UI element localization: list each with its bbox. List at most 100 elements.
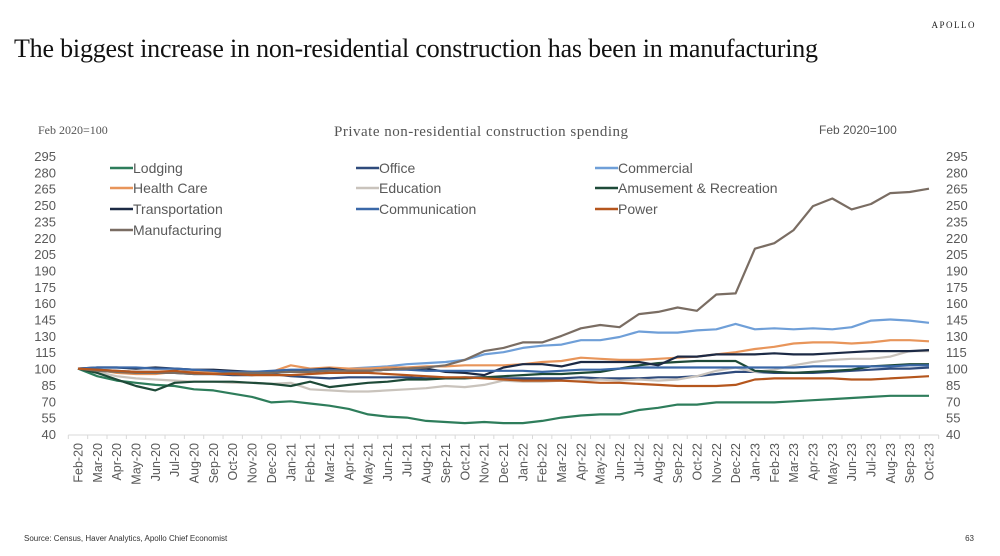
y-tick-left: 205: [34, 247, 56, 262]
x-tick-label: Apr-23: [806, 443, 820, 481]
y-tick-left: 145: [34, 313, 56, 328]
x-tick-label: Sep-21: [439, 443, 453, 483]
x-tick-label: Nov-20: [246, 443, 260, 483]
chart-title: Private non-residential construction spe…: [334, 124, 629, 140]
y-tick-right: 55: [946, 411, 960, 426]
x-tick-label: Dec-21: [497, 443, 511, 483]
y-tick-left: 175: [34, 280, 56, 295]
x-tick-label: Dec-22: [729, 443, 743, 483]
y-tick-right: 220: [946, 231, 968, 246]
x-tick-label: Jun-20: [149, 443, 163, 481]
x-tick-label: Feb-23: [768, 443, 782, 483]
y-tick-left: 280: [34, 165, 56, 180]
y-tick-left: 220: [34, 231, 56, 246]
y-axis-label-right: Feb 2020=100: [819, 123, 897, 137]
x-tick-label: Jan-21: [284, 443, 298, 481]
y-tick-right: 190: [946, 263, 968, 278]
x-tick-label: Feb-20: [72, 443, 86, 483]
x-tick-label: May-23: [826, 443, 840, 485]
x-tick-label: Aug-20: [188, 443, 202, 483]
x-tick-label: Jun-21: [381, 443, 395, 481]
x-tick-label: Apr-21: [342, 443, 356, 481]
x-tick-label: Oct-23: [923, 443, 937, 481]
x-tick-label: May-21: [362, 443, 376, 485]
x-tick-label: Mar-21: [323, 443, 337, 483]
x-tick-label: Jul-21: [400, 443, 414, 477]
y-tick-right: 265: [946, 182, 968, 197]
headline: The biggest increase in non-residential …: [14, 34, 818, 63]
x-tick-label: May-22: [594, 443, 608, 485]
x-tick-label: Sep-22: [671, 443, 685, 483]
series-line-power: [77, 367, 930, 388]
y-tick-left: 235: [34, 214, 56, 229]
y-tick-right: 100: [946, 362, 968, 377]
x-tick-label: Feb-22: [536, 443, 550, 483]
y-tick-left: 115: [35, 345, 56, 360]
y-tick-right: 145: [946, 313, 968, 328]
y-tick-right: 295: [946, 149, 968, 164]
y-tick-right: 115: [946, 345, 967, 360]
x-tick-label: May-20: [130, 443, 144, 485]
legend-label-power: Power: [618, 201, 658, 217]
y-tick-right: 160: [946, 296, 968, 311]
x-tick-label: Jan-22: [516, 443, 530, 481]
y-tick-right: 70: [946, 394, 960, 409]
y-tick-right: 175: [946, 280, 968, 295]
x-tick-label: Dec-20: [265, 443, 279, 483]
series-line-communication: [77, 364, 929, 373]
y-tick-right: 250: [946, 198, 968, 213]
y-tick-right: 85: [946, 378, 960, 393]
y-tick-right: 280: [946, 165, 968, 180]
legend-label-education: Education: [379, 180, 441, 196]
x-tick-label: Mar-22: [555, 443, 569, 483]
x-tick-label: Jul-20: [168, 443, 182, 477]
y-tick-right: 235: [946, 214, 968, 229]
x-tick-label: Jun-23: [845, 443, 859, 481]
y-tick-left: 100: [34, 362, 56, 377]
x-tick-label: Jul-23: [864, 443, 878, 477]
x-tick-label: Jun-22: [613, 443, 627, 481]
x-tick-label: Mar-23: [787, 443, 801, 483]
x-tick-label: Sep-20: [207, 443, 221, 483]
x-tick-label: Apr-20: [110, 443, 124, 481]
legend: Lodging Health Care Transportation Manufact…: [110, 160, 778, 238]
x-tick-label: Jul-22: [632, 443, 646, 477]
y-tick-left: 40: [42, 427, 56, 442]
x-tick-label: Aug-23: [884, 443, 898, 483]
series-line-amusement-recreation: [77, 359, 929, 392]
y-tick-left: 295: [34, 149, 56, 164]
y-tick-left: 190: [34, 263, 56, 278]
x-tick-label: Feb-21: [304, 443, 318, 483]
x-tick-label: Jan-23: [748, 443, 762, 481]
y-tick-right: 40: [946, 427, 960, 442]
legend-label-health-care: Health Care: [133, 180, 208, 196]
page-number: 63: [965, 534, 974, 543]
legend-label-communication: Communication: [379, 201, 476, 217]
series-lines: [77, 187, 930, 425]
x-tick-label: Apr-22: [574, 443, 588, 481]
y-tick-left: 160: [34, 296, 56, 311]
legend-label-commercial: Commercial: [618, 160, 693, 176]
x-tick-label: Mar-20: [91, 443, 105, 483]
x-tick-label: Oct-20: [226, 443, 240, 481]
series-line-lodging: [77, 367, 929, 425]
brand-logo: APOLLO: [931, 20, 976, 30]
legend-label-transportation: Transportation: [133, 201, 223, 217]
y-axis-label-left: Feb 2020=100: [38, 123, 108, 137]
y-tick-left: 55: [42, 411, 56, 426]
y-tick-left: 70: [42, 394, 56, 409]
y-tick-left: 130: [34, 329, 56, 344]
y-tick-right: 205: [946, 247, 968, 262]
y-tick-left: 265: [34, 182, 56, 197]
x-axis: Feb-20 Mar-20 Apr-20 May-20 Jun-20 Jul-20 Aug-…: [67, 434, 940, 485]
x-tick-label: Nov-22: [710, 443, 724, 483]
x-tick-label: Aug-21: [420, 443, 434, 483]
y-tick-right: 130: [946, 329, 968, 344]
x-tick-label: Oct-21: [458, 443, 472, 481]
x-tick-label: Nov-21: [478, 443, 492, 483]
x-tick-label: Aug-22: [652, 443, 666, 483]
source-note: Source: Census, Haver Analytics, Apollo …: [24, 534, 228, 543]
x-tick-label: Sep-23: [903, 443, 917, 483]
